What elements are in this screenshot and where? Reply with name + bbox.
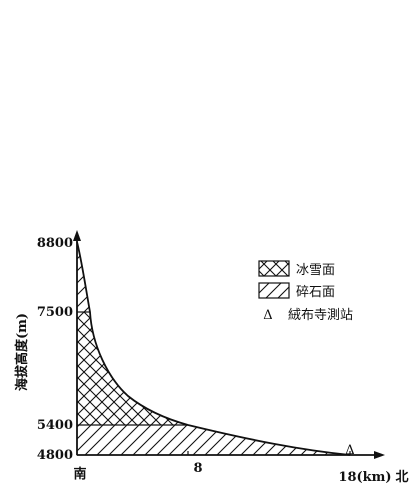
x-end-label: 18(km)	[338, 470, 391, 485]
legend-swatch-ice-snow	[258, 260, 290, 277]
y-axis-arrow	[73, 230, 81, 241]
y-tick-label: 8800	[37, 236, 73, 251]
x-axis-arrow	[374, 451, 385, 459]
station-marker: Δ	[345, 443, 354, 458]
y-tick-label: 5400	[37, 418, 73, 433]
surface-profile-curve	[76, 241, 351, 456]
legend-label-ice-snow: 冰雪面	[296, 263, 335, 278]
legend-station-symbol: Δ	[263, 308, 272, 323]
y-tick-label: 7500	[37, 305, 73, 320]
legend-swatch-debris	[258, 282, 290, 299]
y-axis-title: 海拔高度(m)	[14, 313, 30, 391]
legend-label-debris: 碎石面	[296, 285, 335, 300]
x-north-label: 北	[395, 470, 408, 485]
ice-snow-region	[76, 311, 189, 426]
x-start-label: 南	[73, 466, 86, 482]
legend: 冰雪面 碎石面 Δ 絨布寺測站	[258, 260, 353, 323]
x-tick-label: 8	[193, 461, 202, 476]
y-tick-label: 4800	[37, 448, 73, 463]
legend-label-station: 絨布寺測站	[288, 308, 353, 323]
